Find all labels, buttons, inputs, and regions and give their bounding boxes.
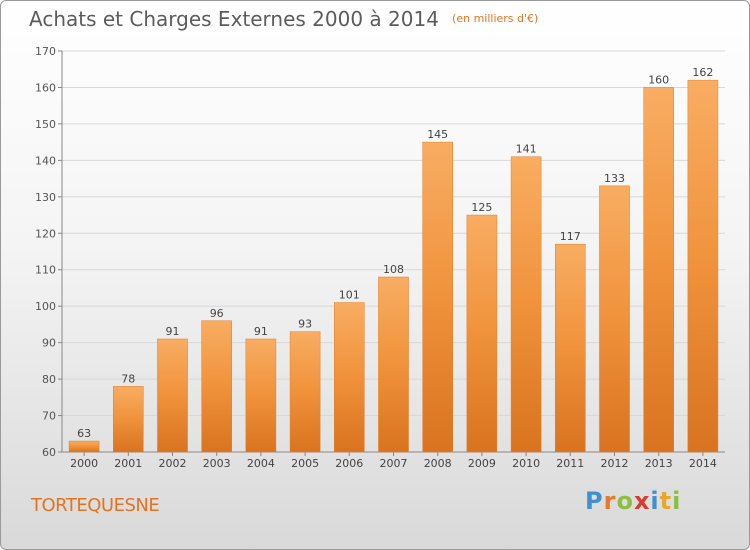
data-label: 117 — [560, 230, 581, 243]
x-tick-label: 2007 — [380, 457, 408, 470]
logo-letter: r — [603, 487, 617, 515]
chart-subtitle: (en milliers d'€) — [452, 12, 539, 25]
y-tick-label: 60 — [42, 446, 56, 459]
y-tick-label: 100 — [35, 300, 56, 313]
x-tick-label: 2003 — [203, 457, 231, 470]
y-tick-label: 170 — [35, 45, 56, 58]
proxiti-logo: Proxiti — [585, 487, 681, 515]
x-tick-label: 2001 — [114, 457, 142, 470]
data-label: 108 — [383, 263, 404, 276]
bar — [466, 214, 498, 453]
data-label: 78 — [121, 372, 135, 385]
bar — [113, 386, 144, 453]
logo-letter: t — [659, 487, 673, 515]
data-label: 133 — [604, 172, 625, 185]
logo-letter: x — [633, 487, 651, 515]
data-label: 101 — [339, 289, 360, 302]
title-row: Achats et Charges Externes 2000 à 2014 (… — [29, 7, 538, 31]
x-tick-label: 2013 — [645, 457, 673, 470]
bar — [422, 141, 453, 453]
bar — [201, 320, 232, 453]
data-label: 96 — [210, 307, 224, 320]
bar — [687, 79, 719, 453]
y-tick-label: 160 — [35, 81, 56, 94]
data-label: 91 — [254, 325, 268, 338]
x-tick-label: 2004 — [247, 457, 275, 470]
y-tick-label: 130 — [35, 191, 56, 204]
x-tick-label: 2002 — [159, 457, 187, 470]
y-tick-label: 150 — [35, 118, 56, 131]
y-tick-label: 120 — [35, 227, 56, 240]
data-label: 160 — [648, 73, 669, 86]
y-tick-label: 80 — [42, 373, 56, 386]
x-tick-label: 2011 — [556, 457, 584, 470]
bar — [157, 338, 188, 453]
x-tick-label: 2008 — [424, 457, 452, 470]
x-tick-label: 2009 — [468, 457, 496, 470]
logo-letter: i — [650, 487, 660, 515]
x-tick-label: 2000 — [70, 457, 98, 470]
x-tick-label: 2010 — [512, 457, 540, 470]
x-tick-label: 2006 — [335, 457, 363, 470]
y-tick-label: 140 — [35, 154, 56, 167]
logo-letter: i — [672, 487, 682, 515]
bar — [555, 243, 586, 453]
y-tick-label: 110 — [35, 264, 56, 277]
bar — [378, 276, 409, 453]
bar — [599, 185, 630, 453]
x-tick-label: 2014 — [689, 457, 717, 470]
y-tick-label: 90 — [42, 337, 56, 350]
data-label: 162 — [692, 66, 713, 79]
bar — [643, 87, 674, 453]
logo-letter: P — [585, 487, 604, 515]
logo-letter: o — [616, 487, 634, 515]
data-label: 63 — [77, 427, 91, 440]
commune-name: TORTEQUESNE — [31, 495, 160, 516]
bar — [289, 331, 321, 453]
data-label: 91 — [166, 325, 180, 338]
data-label: 141 — [516, 143, 537, 156]
chart-title: Achats et Charges Externes 2000 à 2014 — [29, 7, 439, 31]
bar — [245, 338, 277, 453]
bar — [510, 156, 542, 453]
x-tick-label: 2005 — [291, 457, 319, 470]
data-label: 93 — [298, 318, 312, 331]
bar — [334, 302, 365, 453]
bar — [68, 440, 100, 453]
y-tick-label: 70 — [42, 410, 56, 423]
data-label: 125 — [471, 201, 492, 214]
x-tick-label: 2012 — [601, 457, 629, 470]
data-label: 145 — [427, 128, 448, 141]
